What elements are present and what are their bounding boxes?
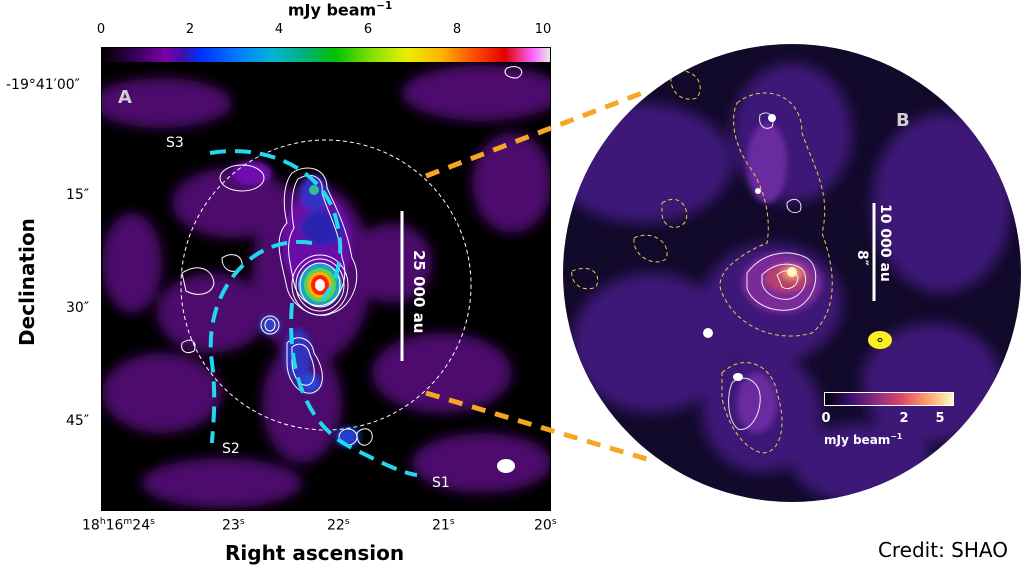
colorbar-tick: 10 — [534, 22, 552, 37]
streamer-label-s2: S2 — [222, 441, 240, 457]
panel-b-zoom-image — [563, 44, 1021, 502]
panel-a-image — [101, 62, 551, 511]
panel-b-label: B — [896, 110, 910, 131]
panel-b-colorbar-tick: 2 — [899, 411, 909, 426]
colorbar-title: mJy beam−1 — [287, 0, 393, 20]
dec-tick: -19°41′00″ — [6, 77, 80, 93]
streamer-label-s1: S1 — [432, 475, 450, 491]
panel-b-colorbar-tick: 0 — [821, 411, 831, 426]
streamer-arcs — [208, 149, 418, 477]
panel-a-label: A — [118, 87, 132, 108]
panel-b-colorbar — [824, 392, 954, 406]
panel-a-map — [102, 63, 550, 510]
dec-tick: 30″ — [66, 300, 90, 316]
colorbar-tick: 2 — [185, 22, 195, 37]
panel-b-colorbar-tick: 5 — [935, 411, 945, 426]
ra-tick: 22s — [327, 517, 350, 534]
streamer-label-s3: S3 — [166, 135, 184, 151]
panel-b-colorbar-title: mJy beam−1 — [824, 432, 903, 447]
ra-tick: 18h16m24s — [82, 517, 155, 534]
colorbar-tick: 4 — [274, 22, 284, 37]
colorbar-tick: 6 — [363, 22, 373, 37]
colorbar-tick: 0 — [96, 22, 106, 37]
ra-tick: 20s — [534, 517, 557, 534]
credit-text: Credit: SHAO — [877, 538, 1008, 562]
dec-tick: 45″ — [66, 413, 90, 429]
dec-tick: 15″ — [66, 187, 90, 203]
ra-tick: 21s — [432, 517, 455, 534]
panel-b-scalebar-au: 10 000 au — [877, 204, 893, 282]
panel-b-scalebar-arcsec: 8″ — [854, 250, 870, 266]
x-axis-title: Right ascension — [225, 541, 405, 565]
ra-tick: 23s — [222, 517, 245, 534]
colorbar-tick: 8 — [452, 22, 462, 37]
